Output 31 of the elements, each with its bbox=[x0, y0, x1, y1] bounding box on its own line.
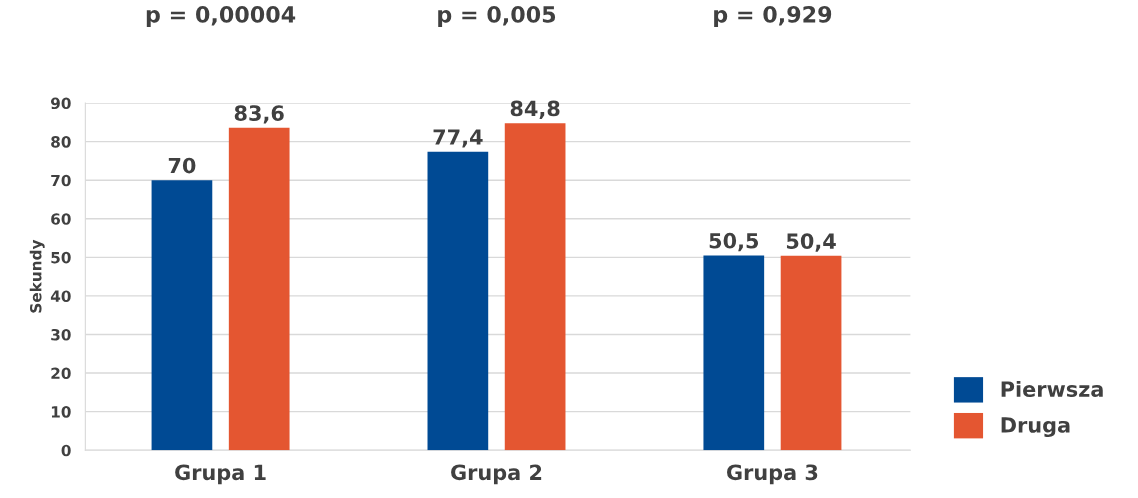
y-tick-label: 80 bbox=[51, 136, 71, 148]
y-tick-label: 40 bbox=[50, 290, 71, 302]
y-tick-label: 50 bbox=[51, 251, 71, 264]
data-label: 50,4 bbox=[786, 233, 836, 252]
data-label: 77,4 bbox=[433, 129, 483, 148]
y-tick-label: 0 bbox=[61, 444, 71, 457]
y-tick-label: 10 bbox=[51, 406, 71, 418]
x-tick-label: Grupa 3 bbox=[727, 464, 818, 485]
x-tick-label: Grupa 1 bbox=[175, 464, 266, 485]
y-tick-label: 30 bbox=[51, 328, 71, 341]
x-tick-label: Grupa 2 bbox=[451, 464, 542, 485]
bar bbox=[151, 180, 213, 451]
y-tick-label: 60 bbox=[51, 213, 71, 225]
y-axis-title: Sekundy bbox=[29, 239, 45, 313]
legend-label: Druga bbox=[1001, 417, 1070, 438]
y-tick-label: 90 bbox=[50, 97, 71, 110]
legend-label: Pierwsza bbox=[1001, 380, 1103, 398]
text: p = 0,00004 bbox=[146, 5, 296, 28]
text: p = 0,929 bbox=[714, 5, 832, 28]
bar bbox=[780, 255, 842, 451]
text: p = 0,005 bbox=[438, 5, 556, 28]
data-label: 50,5 bbox=[709, 232, 759, 252]
y-tick-label: 70 bbox=[51, 174, 71, 187]
bar bbox=[504, 123, 566, 451]
data-label: 83,6 bbox=[234, 105, 284, 124]
y-tick-label: 20 bbox=[51, 367, 71, 380]
bar bbox=[703, 255, 765, 451]
bar bbox=[427, 151, 489, 451]
data-label: 70 bbox=[168, 157, 196, 174]
bar bbox=[228, 127, 290, 451]
data-label: 84,8 bbox=[510, 100, 560, 119]
